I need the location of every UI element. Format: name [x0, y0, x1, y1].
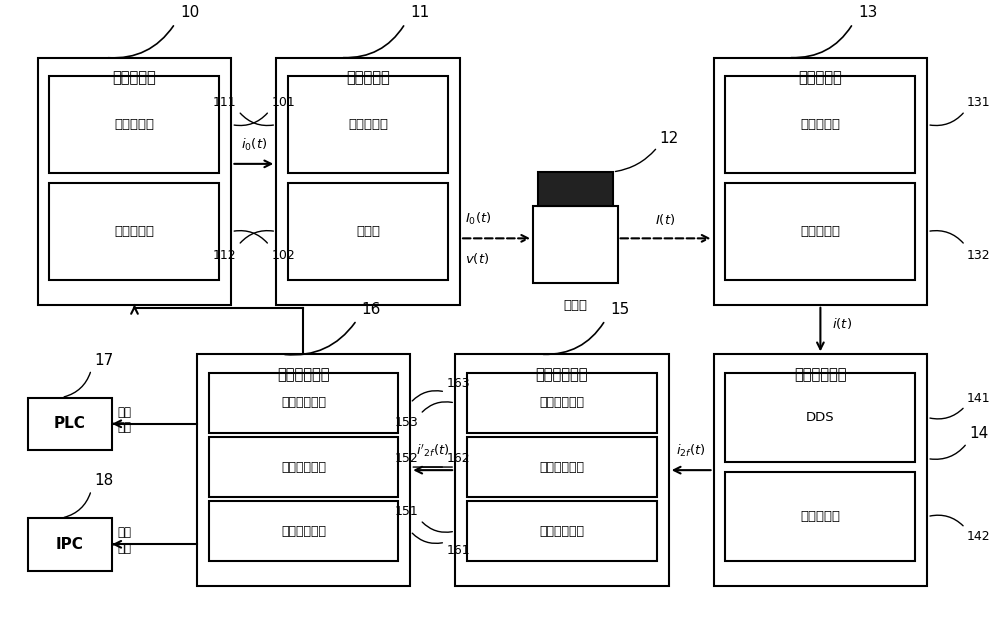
Text: 15: 15	[610, 302, 629, 317]
Text: 信号解调部分: 信号解调部分	[794, 367, 847, 382]
Text: 101: 101	[271, 96, 295, 109]
Text: 温度控制器: 温度控制器	[114, 118, 154, 131]
Text: 信号处理部分: 信号处理部分	[277, 367, 330, 382]
Text: IPC: IPC	[56, 537, 84, 552]
Text: $i_0(t)$: $i_0(t)$	[241, 136, 267, 153]
Bar	[455, 354, 669, 586]
Bar	[714, 57, 927, 305]
Text: 17: 17	[94, 353, 113, 368]
Bar	[209, 437, 398, 498]
Bar	[533, 206, 618, 283]
Text: 显示: 显示	[117, 526, 131, 539]
Text: 102: 102	[271, 249, 295, 262]
Bar	[467, 501, 657, 561]
Text: 信号: 信号	[117, 421, 131, 435]
Bar	[725, 373, 915, 462]
Text: 信号调理部分: 信号调理部分	[536, 367, 588, 382]
Text: 光敏传感器: 光敏传感器	[800, 118, 840, 131]
Text: DDS: DDS	[806, 411, 835, 424]
Text: $i_{2f}(t)$: $i_{2f}(t)$	[676, 443, 706, 459]
Text: 信号输出模块: 信号输出模块	[281, 396, 326, 409]
Text: 12: 12	[659, 131, 679, 146]
Bar	[725, 183, 915, 280]
Bar	[197, 354, 410, 586]
Bar	[38, 57, 231, 305]
Text: 隔离搬移电路: 隔离搬移电路	[539, 396, 584, 409]
Bar	[276, 57, 460, 305]
Bar	[288, 76, 448, 173]
Text: 161: 161	[447, 544, 471, 557]
Text: 谐波解调器: 谐波解调器	[800, 510, 840, 523]
Text: 控制: 控制	[117, 406, 131, 419]
Bar	[725, 472, 915, 561]
Text: 18: 18	[94, 474, 113, 488]
Text: 153: 153	[395, 416, 418, 429]
Text: 111: 111	[213, 96, 236, 109]
Bar	[714, 354, 927, 586]
Text: 131: 131	[967, 96, 991, 109]
Text: PLC: PLC	[54, 416, 86, 431]
Text: $I(t)$: $I(t)$	[655, 212, 676, 227]
Bar	[49, 76, 219, 173]
Text: 信号采集模块: 信号采集模块	[281, 525, 326, 538]
Text: 141: 141	[967, 392, 991, 405]
Text: 激光发射器: 激光发射器	[346, 70, 390, 86]
Text: 信号: 信号	[117, 542, 131, 555]
Text: 152: 152	[395, 452, 418, 465]
Text: 电流控制器: 电流控制器	[114, 225, 154, 238]
Text: 14: 14	[969, 426, 988, 442]
Text: 激光二极管: 激光二极管	[348, 118, 388, 131]
Text: 112: 112	[213, 249, 236, 262]
Text: 151: 151	[395, 505, 418, 518]
Text: 142: 142	[967, 530, 991, 543]
Text: 10: 10	[180, 6, 199, 21]
Bar	[28, 518, 112, 571]
Text: 163: 163	[447, 377, 471, 390]
Text: 限带滤波电路: 限带滤波电路	[539, 460, 584, 474]
Text: 激光控制器: 激光控制器	[113, 70, 156, 86]
Text: $i'_{2f}(t)$: $i'_{2f}(t)$	[416, 442, 449, 459]
Bar	[209, 501, 398, 561]
Text: 玻璃瓶: 玻璃瓶	[563, 299, 587, 311]
Text: 132: 132	[967, 249, 991, 262]
Bar	[288, 183, 448, 280]
Text: 16: 16	[362, 302, 381, 317]
Text: 信号放大电路: 信号放大电路	[539, 525, 584, 538]
Text: 散热片: 散热片	[356, 225, 380, 238]
Text: 162: 162	[447, 452, 471, 465]
Bar	[49, 183, 219, 280]
Text: 13: 13	[858, 6, 877, 21]
Text: $I_0(t)$: $I_0(t)$	[465, 211, 492, 227]
Bar	[209, 373, 398, 433]
Bar	[538, 172, 613, 206]
Bar	[467, 437, 657, 498]
Text: 光电检测器: 光电检测器	[799, 70, 842, 86]
Text: 信号优化模块: 信号优化模块	[281, 460, 326, 474]
Text: 11: 11	[410, 6, 429, 21]
Text: $i(t)$: $i(t)$	[832, 316, 852, 331]
Bar	[28, 398, 112, 450]
Bar	[725, 76, 915, 173]
Text: $v(t)$: $v(t)$	[465, 251, 489, 265]
Text: 增益控制器: 增益控制器	[800, 225, 840, 238]
Bar	[467, 373, 657, 433]
